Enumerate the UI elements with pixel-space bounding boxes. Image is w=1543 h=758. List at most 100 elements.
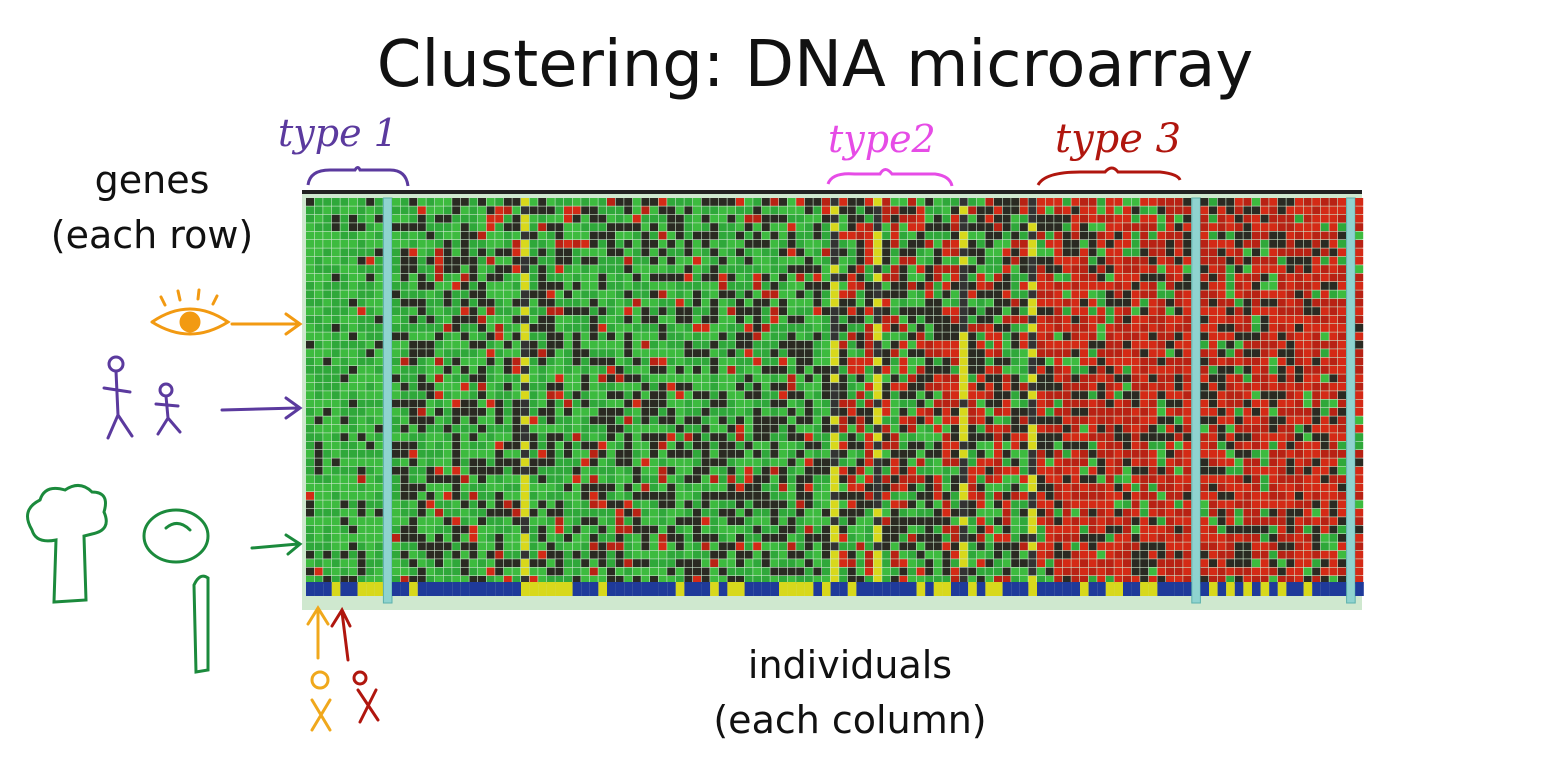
cell (1140, 214, 1149, 223)
cell (1114, 256, 1123, 265)
cell (701, 357, 710, 366)
cell (1157, 424, 1166, 433)
cell (779, 248, 787, 257)
cell (1097, 508, 1106, 517)
cell (856, 231, 865, 240)
cell (925, 231, 934, 240)
cell (873, 240, 882, 248)
cell (632, 265, 641, 273)
cell (710, 433, 719, 441)
cell (933, 324, 942, 332)
cell (693, 517, 701, 525)
cell (959, 567, 968, 576)
cell (658, 416, 667, 425)
cell (1157, 433, 1166, 441)
cell (331, 466, 340, 475)
cell (727, 391, 736, 399)
cell (357, 483, 366, 492)
cell (512, 508, 521, 517)
cell (1045, 391, 1054, 399)
cell (323, 340, 332, 349)
cell (632, 307, 641, 315)
cell (306, 542, 314, 551)
cell (890, 315, 899, 324)
cell (624, 508, 633, 517)
cell (925, 475, 934, 483)
cell (847, 290, 856, 299)
cell (460, 441, 469, 450)
cell (813, 290, 822, 299)
class-bar (985, 582, 994, 596)
cell (323, 248, 332, 257)
cell (951, 324, 959, 332)
cell (933, 315, 942, 324)
class-bar (847, 582, 857, 596)
cell (452, 374, 461, 383)
cell (349, 576, 357, 584)
cell (624, 324, 633, 332)
cell (1105, 340, 1114, 349)
cell (357, 475, 366, 483)
cell (770, 450, 779, 458)
cell (1037, 466, 1045, 475)
cell (675, 256, 684, 265)
cell (675, 223, 684, 231)
cell (1045, 315, 1054, 324)
cell (744, 374, 753, 383)
cell (409, 416, 418, 425)
cell (1183, 525, 1192, 534)
cell (632, 542, 641, 551)
cell (624, 550, 633, 559)
cell (521, 214, 529, 223)
cell (478, 424, 486, 433)
cell (400, 500, 409, 509)
cell (933, 416, 942, 425)
cell (392, 248, 400, 257)
cell (1123, 206, 1131, 215)
cell (847, 248, 856, 257)
cell (856, 500, 865, 509)
cell (1114, 290, 1123, 299)
cell (856, 349, 865, 357)
cell (985, 324, 994, 332)
cell (839, 508, 848, 517)
cell (521, 391, 529, 399)
cell (693, 290, 701, 299)
cell (701, 550, 710, 559)
cell (409, 534, 418, 542)
cell (495, 374, 504, 383)
cell (650, 357, 658, 366)
cell (976, 214, 985, 223)
cell (727, 349, 736, 357)
cell (1157, 366, 1166, 374)
cell (1217, 231, 1226, 240)
cell (452, 366, 461, 374)
cell (443, 475, 452, 483)
cell (976, 256, 985, 265)
cell (1123, 458, 1131, 467)
cell (1217, 332, 1226, 341)
cell (529, 399, 538, 408)
cell (1114, 550, 1123, 559)
cell (589, 517, 598, 525)
cell (830, 542, 839, 551)
cell (865, 433, 873, 441)
cell (736, 366, 744, 374)
cell (1183, 273, 1192, 282)
cell (1011, 382, 1020, 391)
cell (1011, 483, 1020, 492)
cell (856, 424, 865, 433)
cell (331, 424, 340, 433)
cell (581, 391, 590, 399)
cell (968, 492, 977, 500)
cell (632, 298, 641, 307)
cell (486, 534, 495, 542)
heatmap (306, 197, 1364, 604)
cell (856, 466, 865, 475)
cell (942, 534, 951, 542)
cell (589, 525, 598, 534)
cell (1114, 534, 1123, 542)
cell (865, 315, 873, 324)
cell (581, 525, 590, 534)
cell (478, 315, 486, 324)
